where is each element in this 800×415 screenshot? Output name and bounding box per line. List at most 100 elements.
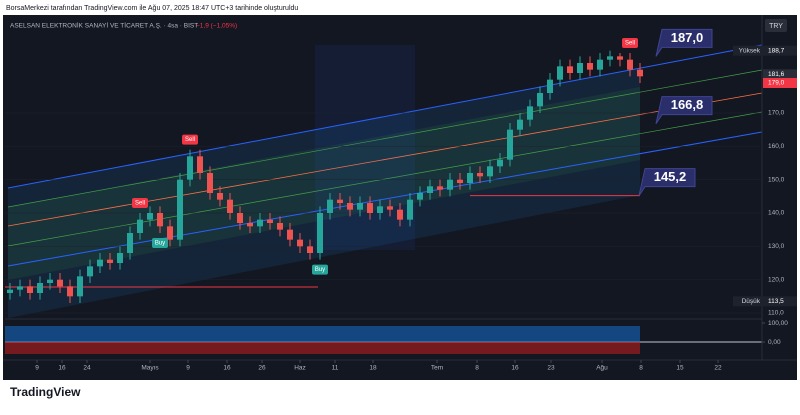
candle-body — [7, 289, 13, 293]
candle-body — [617, 56, 623, 60]
candle-body — [207, 173, 213, 193]
signal-label: Sell — [135, 201, 145, 207]
x-tick-label: Ağu — [596, 365, 608, 372]
change: −1,9 (−1,05%) — [196, 23, 237, 30]
channel-line — [7, 69, 763, 208]
candle-body — [557, 66, 563, 80]
candle-body — [187, 156, 193, 180]
candle-body — [237, 213, 243, 223]
candle-body — [447, 179, 453, 190]
candle-body — [177, 179, 183, 240]
channel-line — [7, 111, 763, 247]
chart-title: ASELSAN ELEKTRONİK SANAYİ VE TİCARET A.Ş… — [10, 21, 198, 30]
x-tick-label: 9 — [186, 365, 190, 372]
indicator-tick-label: 100,00 — [768, 320, 788, 327]
x-tick-label: Tem — [431, 365, 443, 372]
y-tick-label: 110,0 — [768, 310, 784, 317]
price-tag — [763, 45, 797, 56]
candle-body — [397, 209, 403, 220]
annotation-box — [655, 96, 713, 124]
candle-body — [327, 199, 333, 213]
candle-body — [247, 223, 253, 227]
price-tag — [763, 296, 797, 307]
candle-body — [257, 219, 263, 227]
candle-body — [387, 206, 393, 210]
candle-body — [17, 286, 23, 290]
price-tag-label: 113,5 — [768, 298, 784, 305]
candle-body — [317, 213, 323, 253]
candle-body — [287, 229, 293, 240]
candle-body — [27, 286, 33, 293]
y-tick-label: 160,0 — [768, 143, 785, 150]
candle-body — [157, 213, 163, 227]
candle-body — [147, 213, 153, 220]
channel-zone — [8, 87, 640, 280]
candle-body — [417, 193, 423, 200]
x-tick-label: 23 — [547, 365, 555, 372]
candle-body — [407, 199, 413, 220]
channel-line — [7, 131, 763, 267]
credit: BorsaMerkezi tarafından TradingView.com … — [6, 5, 298, 12]
annotation-label: 145,2 — [654, 169, 687, 184]
candle-body — [337, 199, 343, 203]
candle-body — [637, 69, 643, 77]
x-tick-label: 9 — [35, 365, 39, 372]
y-tick-label: 130,0 — [768, 243, 785, 250]
candle-body — [517, 119, 523, 130]
y-tick-label: 150,0 — [768, 176, 785, 183]
candle-body — [87, 266, 93, 277]
candle-body — [167, 226, 173, 240]
x-tick-label: 16 — [511, 365, 519, 372]
x-tick-label: 18 — [369, 365, 377, 372]
x-tick-label: 15 — [676, 365, 684, 372]
price-tag-name-box — [733, 45, 763, 56]
signal-label: Sell — [625, 41, 635, 47]
x-tick-label: 16 — [58, 365, 66, 372]
candle-body — [487, 166, 493, 177]
x-tick-label: 24 — [83, 365, 91, 372]
signal-box — [622, 38, 638, 48]
candle-body — [117, 253, 123, 263]
price-tag-label: 188,7 — [768, 47, 785, 54]
candle-body — [457, 179, 463, 183]
annotation-label: 187,0 — [671, 30, 704, 45]
indicator-tick-label: 0,00 — [768, 339, 781, 346]
price-tag-name: Düşük — [742, 298, 761, 305]
x-tick-label: Haz — [294, 365, 306, 372]
x-tick-label: 22 — [714, 365, 722, 372]
candle-body — [57, 279, 63, 287]
signal-box — [132, 198, 148, 208]
candle-body — [577, 63, 583, 73]
x-tick-label: Mayıs — [141, 365, 159, 372]
price-tag-label: 179,0 — [768, 80, 785, 87]
candle-body — [67, 286, 73, 297]
annotation-box — [655, 28, 713, 57]
annotation-label: 166,8 — [671, 97, 704, 112]
indicator-band — [5, 342, 640, 354]
candle-body — [37, 283, 43, 293]
x-tick-label: 8 — [639, 365, 643, 372]
candle-body — [277, 223, 283, 230]
candle-body — [47, 279, 53, 283]
candle-body — [427, 186, 433, 193]
candle-body — [217, 193, 223, 200]
candle-body — [197, 156, 203, 173]
x-tick-label: 8 — [475, 365, 479, 372]
price-tag-name: Yüksek — [739, 47, 761, 54]
candle-body — [227, 199, 233, 213]
candle-body — [377, 206, 383, 213]
currency: TRY — [769, 23, 783, 30]
candle-body — [567, 66, 573, 73]
candle-body — [627, 59, 633, 70]
candle-body — [367, 203, 373, 213]
candle-body — [437, 186, 443, 190]
candle-body — [77, 276, 83, 297]
signal-label: Buy — [315, 267, 325, 273]
x-tick-label: 11 — [332, 365, 339, 372]
candle-body — [127, 233, 133, 253]
candle-body — [597, 59, 603, 70]
brand: TradingView — [10, 385, 81, 399]
candle-body — [137, 219, 143, 233]
candle-body — [527, 106, 533, 120]
